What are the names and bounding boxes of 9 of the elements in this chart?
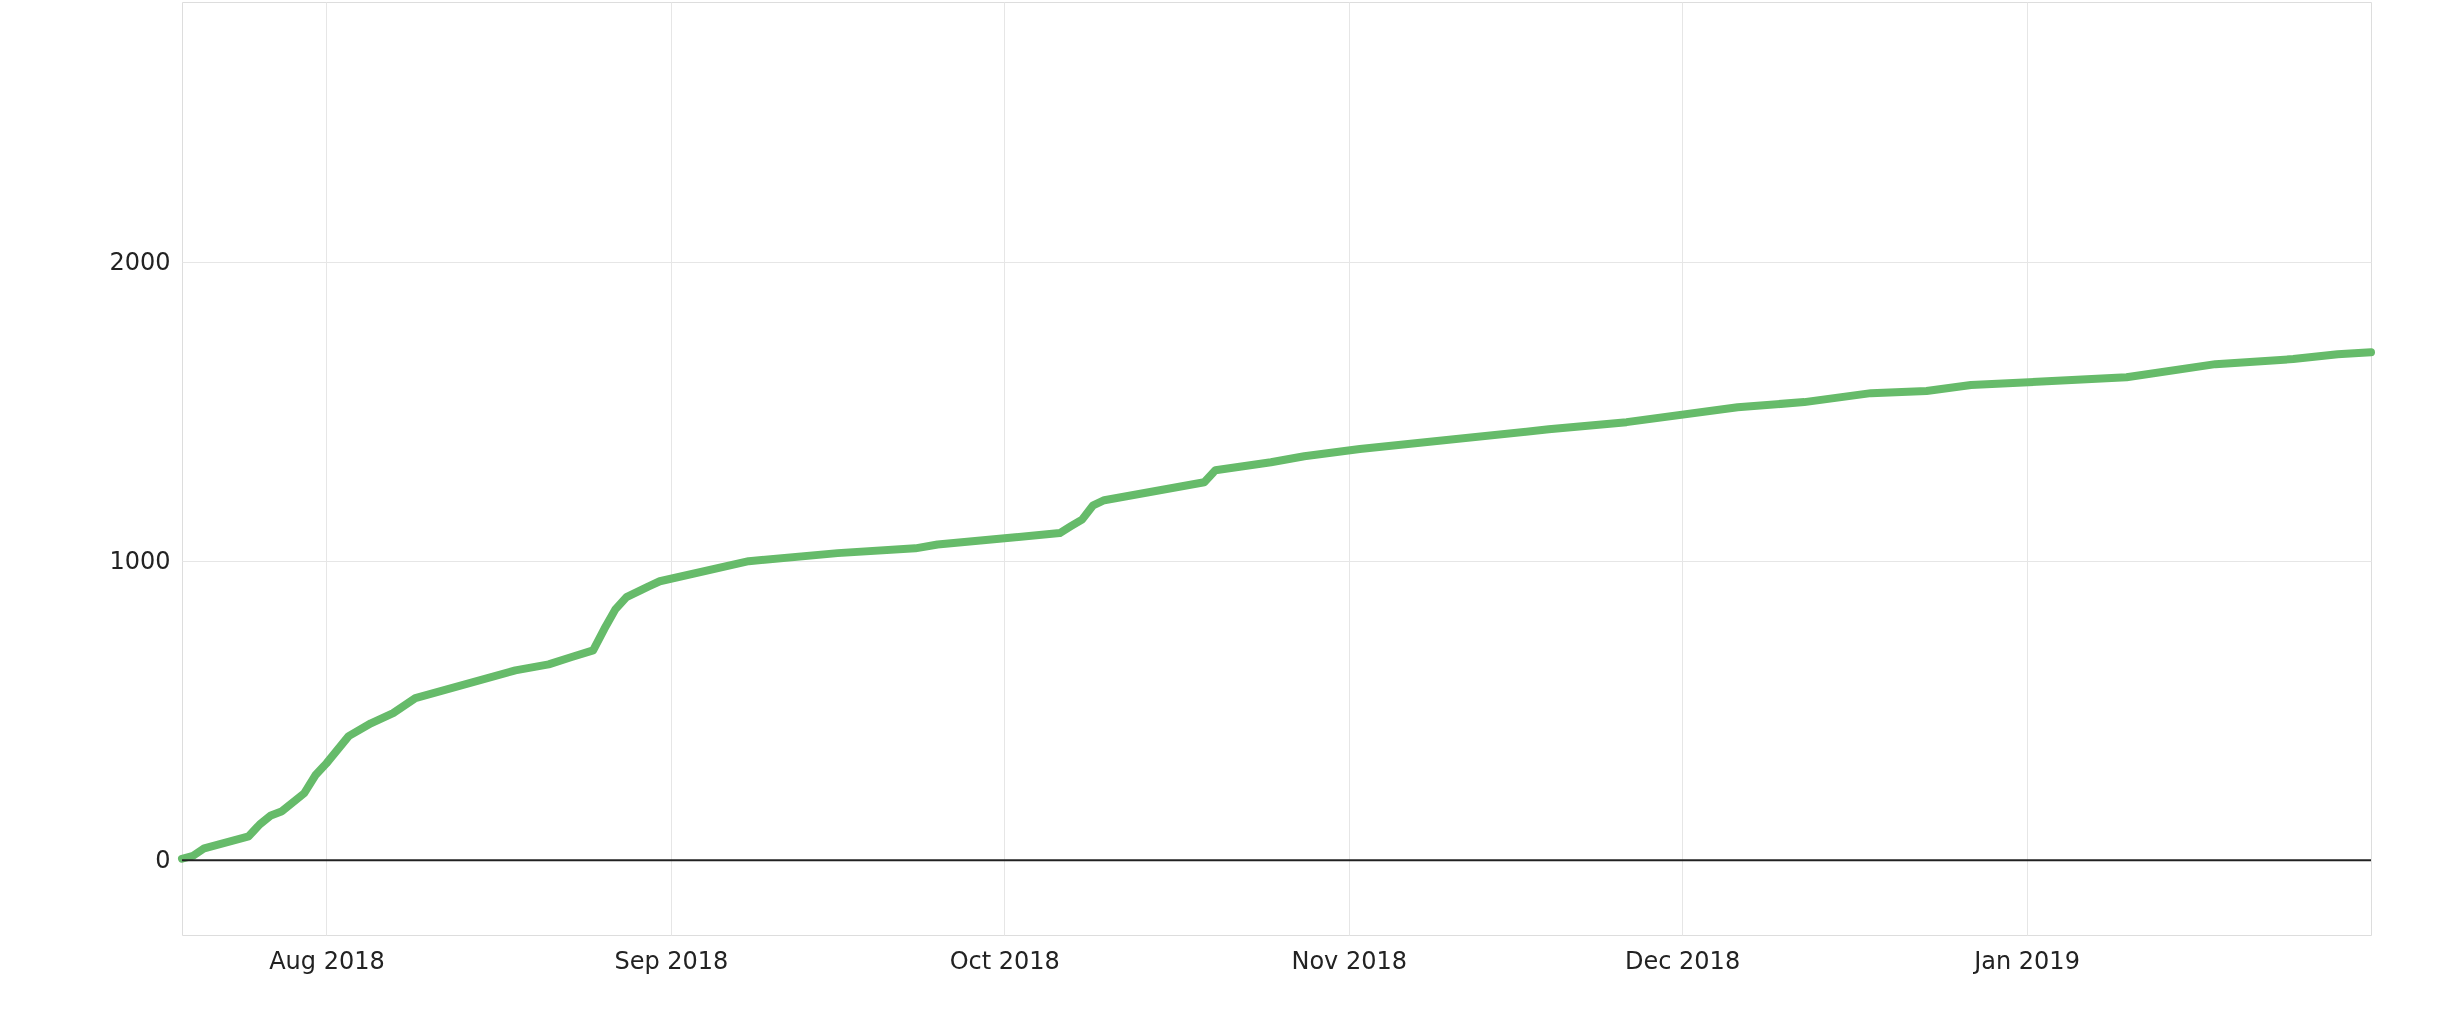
x-tick-label: Nov 2018: [1291, 946, 1407, 975]
x-tick-label: Oct 2018: [949, 946, 1060, 975]
y-tick-label: 0: [155, 845, 171, 874]
x-tick-label: Dec 2018: [1625, 946, 1741, 975]
y-tick-label: 1000: [109, 546, 171, 575]
x-tick-label: Sep 2018: [614, 946, 729, 975]
y-tick-label: 2000: [109, 247, 171, 276]
x-tick-label: Aug 2018: [269, 946, 385, 975]
x-tick-label: Jan 2019: [1972, 946, 2080, 975]
